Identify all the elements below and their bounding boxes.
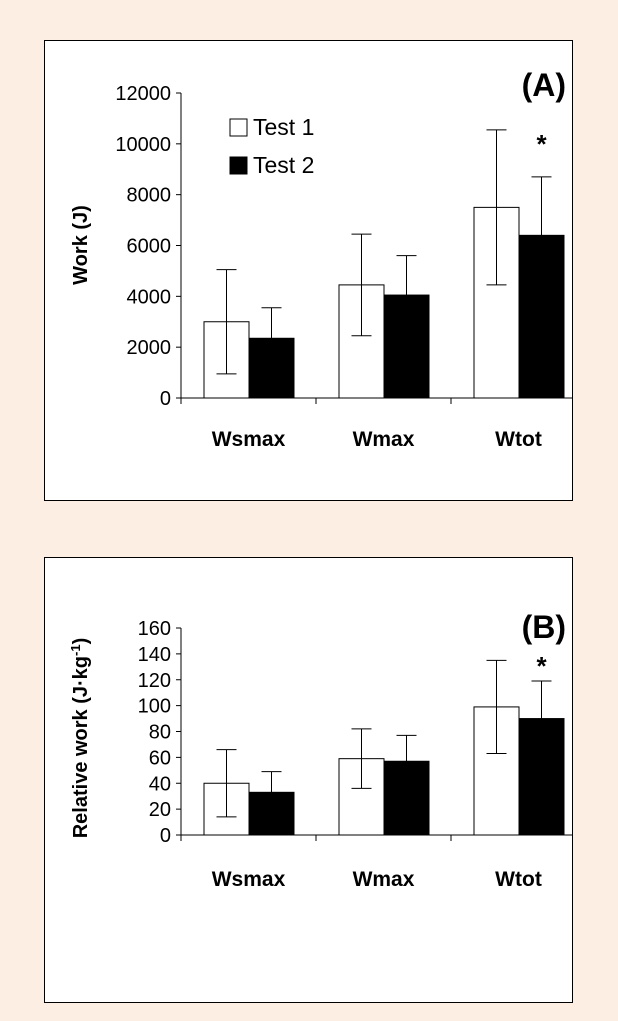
y-tick-label: 60 [149, 747, 171, 769]
legend-label-test-1: Test 1 [253, 114, 314, 140]
y-tick-label: 8000 [127, 185, 172, 207]
y-tick-label: 80 [149, 722, 171, 744]
chart-panel-a: 0 2000 4000 6000 8000 10000 12000 Wsmax Wmax Wtot… [44, 40, 573, 501]
x-category-label: Wmax [353, 428, 415, 451]
chart-b-svg: 0 20 40 60 80 100 120 140 160 Wsmax Wmax Wtot * (B) Re… [68, 609, 572, 891]
panel-label: (B) [522, 609, 566, 645]
x-category-label: Wsmax [212, 868, 286, 891]
y-axis-title-superscript: -1 [68, 644, 83, 656]
legend-label-test-2: Test 2 [253, 152, 314, 178]
y-tick-label: 10000 [115, 134, 171, 156]
y-tick-label: 0 [160, 825, 171, 847]
chart-a-svg: 0 2000 4000 6000 8000 10000 12000 Wsmax Wmax Wtot… [70, 67, 572, 451]
y-tick-label: 20 [149, 799, 171, 821]
y-axis-title: Relative work (J·kg-1) [68, 638, 93, 839]
y-tick-label: 120 [138, 670, 171, 692]
y-tick-label: 4000 [127, 286, 172, 308]
legend-swatch-test-1 [229, 118, 248, 137]
x-category-label: Wmax [353, 868, 415, 891]
y-tick-label: 2000 [127, 337, 172, 359]
legend-swatch-test-2 [229, 156, 248, 175]
y-tick-label: 140 [138, 644, 171, 666]
y-tick-label: 12000 [115, 83, 171, 105]
y-tick-label: 100 [138, 696, 171, 718]
significance-marker: * [536, 129, 547, 159]
x-category-label: Wtot [495, 868, 542, 891]
y-axis-title-tail: ) [70, 638, 92, 645]
panel-label: (A) [522, 67, 566, 103]
bar-test-2-wtot [518, 718, 565, 836]
x-category-label: Wsmax [212, 428, 286, 451]
x-category-label: Wtot [495, 428, 542, 451]
y-tick-label: 160 [138, 618, 171, 640]
significance-marker: * [536, 651, 547, 681]
y-axis-title: Work (J) [70, 205, 92, 285]
y-tick-label: 0 [160, 388, 171, 410]
y-tick-label: 40 [149, 773, 171, 795]
y-tick-label: 6000 [127, 236, 172, 258]
chart-panel-b: 0 20 40 60 80 100 120 140 160 Wsmax Wmax Wtot * (B) Re… [44, 557, 573, 1003]
